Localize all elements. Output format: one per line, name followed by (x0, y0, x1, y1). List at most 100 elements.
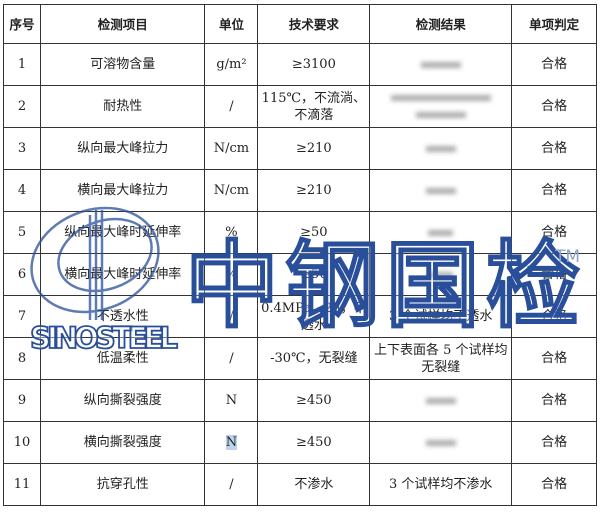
cell-result: 3 个试样均不渗水 (369, 463, 513, 506)
cell-req: -30℃，无裂缝 (257, 337, 371, 380)
cell-text: 115℃，不流淌、不滴落 (261, 90, 367, 123)
cell-text: 合格 (541, 393, 568, 408)
cell-text: 7 (17, 309, 27, 324)
cell-text: 耐热性 (103, 99, 143, 114)
cell-text: 纵向最大峰时延伸率 (64, 225, 182, 240)
column-header: 检测结果 (369, 4, 513, 44)
redacted-value (425, 187, 456, 194)
cell-result (369, 253, 513, 296)
cell-no: 7 (3, 295, 41, 338)
cell-verdict: 合格 (511, 169, 597, 212)
cell-text: / (229, 309, 234, 324)
cell-text: 合格 (541, 183, 568, 198)
table-row: 10 横向撕裂强度 N ≥450 合格 (3, 421, 597, 464)
cell-no: 5 (3, 211, 41, 254)
cell-item: 横向最大峰拉力 (39, 169, 206, 212)
table-row: 1 可溶物含量 g/m² ≥3100 合格 (3, 43, 597, 86)
cell-no: 4 (3, 169, 41, 212)
cell-text: 5 (17, 225, 27, 240)
cell-verdict: 合格 (511, 337, 597, 380)
cell-result (369, 127, 513, 170)
cell-item: 抗穿孔性 (39, 463, 206, 506)
cell-req: 0.4MPa，2h，不透水 (257, 295, 371, 338)
table-row: 7 不透水性 / 0.4MPa，2h，不透水 3 个试样均不透水 合格 (3, 295, 597, 338)
cell-unit: N (204, 421, 259, 464)
header-row: 序号 检测项目 单位 技术要求 检测结果 单项判定 (3, 4, 597, 44)
cell-result: 3 个试样均不透水 (369, 295, 513, 338)
cell-text: 9 (17, 393, 27, 408)
cell-text: 10 (13, 435, 31, 450)
cell-text: 合格 (541, 477, 568, 492)
cell-unit: / (204, 337, 259, 380)
cell-verdict: 合格 (511, 295, 597, 338)
cell-no: 3 (3, 127, 41, 170)
column-header: 序号 (3, 4, 41, 44)
redacted-value (425, 397, 456, 404)
cell-verdict: 合格 (511, 463, 597, 506)
cell-result (369, 85, 513, 128)
cell-text: / (229, 477, 234, 492)
cell-text: 3 (17, 141, 27, 156)
cell-text: 合格 (541, 309, 568, 324)
table-row: 5 纵向最大峰时延伸率% ≥50 合格 (3, 211, 597, 254)
cell-req: ≥450 (257, 379, 371, 422)
cell-no: 11 (3, 463, 41, 506)
cell-req: ≥50 (257, 253, 371, 296)
cell-unit: % (204, 211, 259, 254)
column-header: 单位 (204, 4, 259, 44)
cell-text: 合格 (541, 225, 568, 240)
table-row: 11 抗穿孔性 / 不渗水 3 个试样均不渗水 合格 (3, 463, 597, 506)
cell-text: 1 (17, 57, 27, 72)
cell-text: 8 (17, 351, 27, 366)
table-row: 3 纵向最大峰拉力 N/cm ≥210 合格 (3, 127, 597, 170)
cell-result (369, 421, 513, 464)
cell-item: 不透水性 (39, 295, 206, 338)
cell-unit: / (204, 295, 259, 338)
cell-unit: N (204, 379, 259, 422)
cell-unit: % (204, 253, 259, 296)
cell-req: ≥450 (257, 421, 371, 464)
cell-text: 3 个试样均不透水 (389, 309, 493, 324)
cell-item: 纵向最大峰拉力 (39, 127, 206, 170)
cell-result: 上下表面各 5 个试样均无裂缝 (369, 337, 513, 380)
cell-result (369, 379, 513, 422)
column-header: 技术要求 (257, 4, 371, 44)
cell-text: ≥210 (295, 141, 332, 156)
redacted-value (425, 439, 456, 446)
cell-text: % (225, 225, 238, 240)
redacted-value (390, 95, 491, 101)
cell-text: 纵向撕裂强度 (83, 393, 162, 408)
cell-text: 抗穿孔性 (96, 477, 149, 492)
cell-text: 合格 (541, 435, 568, 450)
cell-result (369, 43, 513, 86)
cell-text: g/m² (216, 57, 247, 72)
cell-text: 0.4MPa，2h，不透水 (261, 300, 367, 333)
redacted-value (420, 61, 461, 68)
cell-text: 不透水性 (96, 309, 149, 324)
cell-item: 低温柔性 (39, 337, 206, 380)
cell-text: 合格 (541, 57, 568, 72)
cell-req: ≥50 (257, 211, 371, 254)
cell-text: 上下表面各 5 个试样均无裂缝 (373, 342, 508, 375)
cell-item: 横向撕裂强度 (39, 421, 206, 464)
cell-text: / (229, 351, 234, 366)
cell-verdict: 合格 (511, 253, 597, 296)
cell-unit: N/cm (204, 127, 259, 170)
cell-no: 9 (3, 379, 41, 422)
table-row: 2 耐热性 / 115℃，不流淌、不滴落 合格 (3, 85, 597, 128)
cell-verdict: 合格 (511, 85, 597, 128)
cell-text: N (225, 393, 238, 408)
cell-text: 横向撕裂强度 (83, 435, 162, 450)
cell-result (369, 211, 513, 254)
cell-no: 8 (3, 337, 41, 380)
cell-verdict: 合格 (511, 43, 597, 86)
cell-req: ≥210 (257, 169, 371, 212)
cell-item: 可溶物含量 (39, 43, 206, 86)
table-row: 8 低温柔性 / -30℃，无裂缝 上下表面各 5 个试样均无裂缝 合格 (3, 337, 597, 380)
cell-item: 纵向最大峰时延伸率 (39, 211, 206, 254)
redacted-value (428, 229, 454, 236)
cell-text: ≥50 (300, 225, 328, 240)
cell-verdict: 合格 (511, 379, 597, 422)
column-header: 检测项目 (39, 4, 206, 44)
table-row: 4 横向最大峰拉力 N/cm ≥210 合格 (3, 169, 597, 212)
